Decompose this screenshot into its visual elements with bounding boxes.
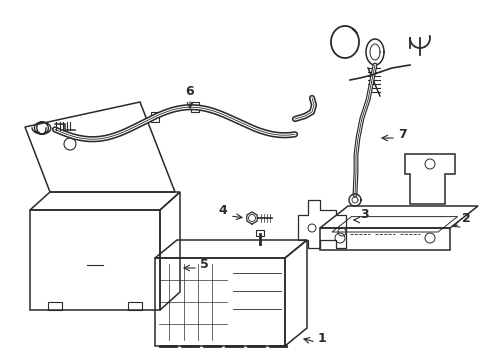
Bar [256, 230, 264, 236]
Text: 3: 3 [359, 208, 368, 221]
Text: 2: 2 [461, 212, 470, 225]
Text: 7: 7 [397, 128, 406, 141]
Text: 1: 1 [317, 332, 326, 345]
Text: 6: 6 [185, 85, 194, 98]
Bar [151, 112, 159, 122]
Bar [48, 302, 62, 310]
Bar [128, 302, 142, 310]
Text: 4: 4 [218, 204, 226, 217]
Bar [191, 102, 199, 112]
Text: 5: 5 [200, 258, 208, 271]
